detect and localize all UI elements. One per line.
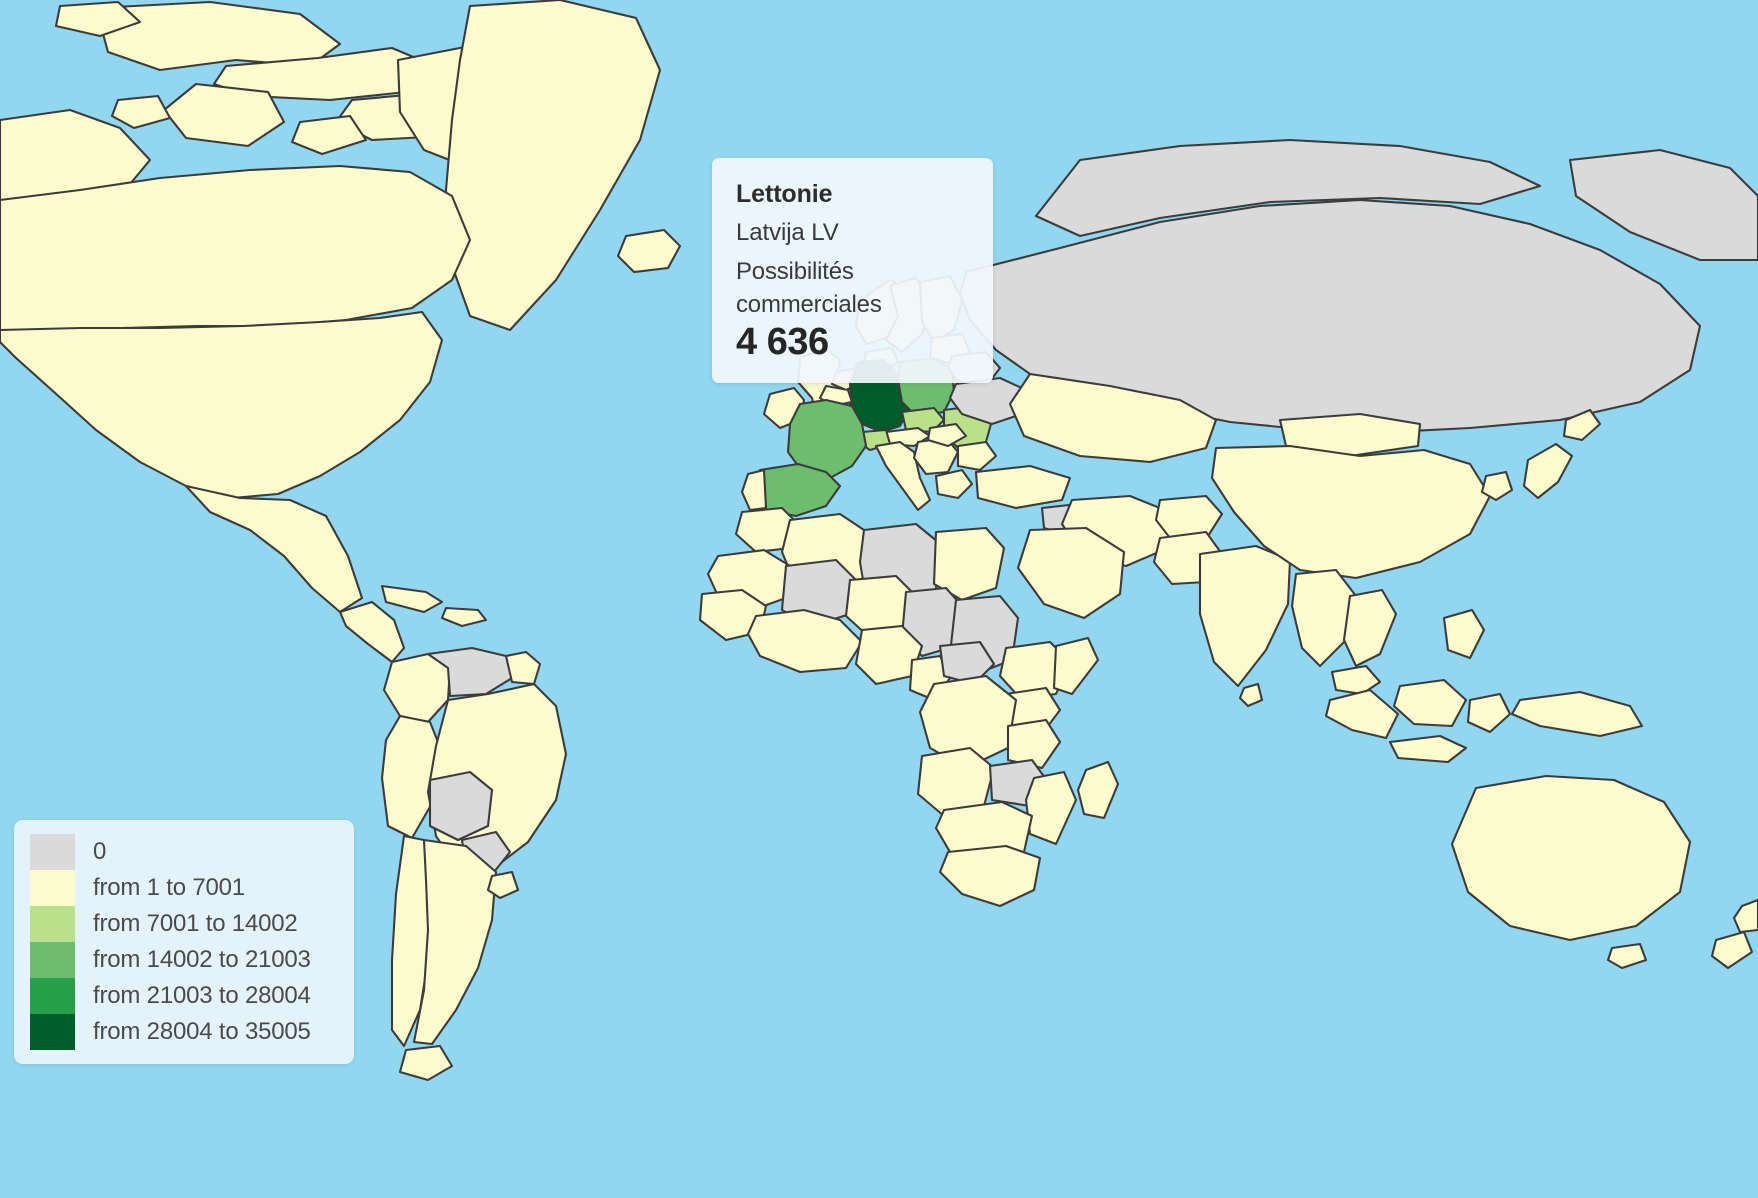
legend-item-label: from 1 to 7001	[93, 874, 245, 901]
country-arctic-small-1[interactable]	[112, 96, 170, 128]
country-saudi-arabia[interactable]	[1018, 528, 1124, 618]
country-greenland[interactable]	[446, 0, 660, 330]
country-tasmania[interactable]	[1608, 944, 1646, 968]
country-italy[interactable]	[876, 442, 930, 510]
country-central-america[interactable]	[340, 602, 404, 662]
country-new-zealand-s[interactable]	[1712, 932, 1752, 968]
legend-row[interactable]: from 14002 to 21003	[30, 942, 338, 978]
country-sulawesi[interactable]	[1468, 694, 1510, 732]
country-java[interactable]	[1390, 736, 1466, 762]
country-hispaniola[interactable]	[442, 608, 486, 626]
country-uruguay[interactable]	[488, 872, 518, 898]
country-china[interactable]	[1212, 446, 1490, 578]
country-turkey[interactable]	[976, 466, 1070, 508]
legend-row[interactable]: from 1 to 7001	[30, 870, 338, 906]
country-mozambique[interactable]	[1026, 772, 1076, 844]
country-portugal[interactable]	[742, 470, 766, 510]
country-ukraine[interactable]	[950, 378, 1026, 424]
legend-swatch-icon	[30, 834, 75, 870]
legend-row[interactable]: 0	[30, 834, 338, 870]
country-japan[interactable]	[1524, 444, 1572, 498]
country-vietnam[interactable]	[1344, 590, 1396, 666]
tooltip-country-name: Lettonie	[736, 180, 833, 208]
country-venezuela[interactable]	[428, 648, 512, 696]
country-russia-north[interactable]	[1036, 140, 1540, 236]
country-somalia[interactable]	[1054, 638, 1098, 694]
legend-item-label: 0	[93, 838, 107, 865]
country-philippines[interactable]	[1444, 610, 1484, 658]
country-antarctic-peninsula[interactable]	[400, 1046, 452, 1080]
map-legend[interactable]: 0 from 1 to 7001 from 7001 to 14002 from…	[14, 820, 354, 1064]
country-hungary[interactable]	[928, 424, 966, 446]
country-arctic-small-2[interactable]	[56, 2, 140, 36]
legend-swatch-icon	[30, 906, 75, 942]
country-korea[interactable]	[1482, 472, 1512, 500]
legend-item-label: from 7001 to 14002	[93, 910, 298, 937]
country-madagascar[interactable]	[1078, 762, 1118, 818]
country-west-africa[interactable]	[748, 610, 862, 672]
country-sri-lanka[interactable]	[1240, 684, 1262, 706]
tooltip-metric-label: Possibilités commerciales	[736, 258, 882, 318]
country-tooltip: Lettonie Latvija LV Possibilités commerc…	[712, 158, 993, 383]
country-india[interactable]	[1200, 546, 1290, 686]
country-russia-far-east[interactable]	[1570, 150, 1758, 260]
legend-swatch-icon	[30, 978, 75, 1014]
country-egypt[interactable]	[934, 528, 1004, 600]
legend-item-label: from 28004 to 35005	[93, 1018, 311, 1045]
country-mexico[interactable]	[186, 486, 362, 612]
country-drc[interactable]	[920, 676, 1016, 768]
country-kazakhstan[interactable]	[1010, 374, 1216, 462]
tooltip-country-local-name: Latvija LV	[736, 218, 839, 246]
country-japan-2[interactable]	[1564, 410, 1600, 440]
legend-swatch-icon	[30, 1014, 75, 1050]
legend-item-label: from 14002 to 21003	[93, 946, 311, 973]
country-borneo[interactable]	[1394, 680, 1466, 726]
tooltip-metric-value: 4 636	[736, 321, 829, 364]
country-iceland[interactable]	[618, 230, 680, 272]
country-shapes[interactable]	[0, 0, 1758, 1080]
legend-row[interactable]: from 21003 to 28004	[30, 978, 338, 1014]
country-south-africa[interactable]	[940, 846, 1040, 906]
country-greece[interactable]	[936, 470, 972, 498]
country-cuba[interactable]	[382, 586, 442, 612]
country-canada[interactable]	[0, 166, 470, 330]
country-russia[interactable]	[960, 200, 1700, 432]
country-sumatra[interactable]	[1326, 690, 1398, 738]
legend-swatch-icon	[30, 942, 75, 978]
legend-item-label: from 21003 to 28004	[93, 982, 311, 1009]
country-myanmar-thai[interactable]	[1292, 570, 1356, 666]
country-australia[interactable]	[1452, 776, 1690, 940]
country-arctic-small-3[interactable]	[292, 116, 366, 154]
country-malaysia[interactable]	[1332, 666, 1380, 694]
country-new-zealand-n[interactable]	[1734, 900, 1758, 932]
country-united-states[interactable]	[0, 312, 442, 498]
country-argentina[interactable]	[414, 840, 496, 1044]
legend-row[interactable]: from 7001 to 14002	[30, 906, 338, 942]
country-new-guinea[interactable]	[1512, 692, 1642, 736]
country-car[interactable]	[940, 642, 994, 684]
legend-row[interactable]: from 28004 to 35005	[30, 1014, 338, 1050]
country-bolivia[interactable]	[430, 772, 492, 840]
country-guyana[interactable]	[506, 652, 540, 684]
legend-swatch-icon	[30, 870, 75, 906]
country-france[interactable]	[788, 400, 866, 478]
country-bulgaria[interactable]	[958, 442, 996, 470]
country-tanzania[interactable]	[1008, 720, 1060, 768]
country-ethiopia[interactable]	[1000, 642, 1070, 698]
